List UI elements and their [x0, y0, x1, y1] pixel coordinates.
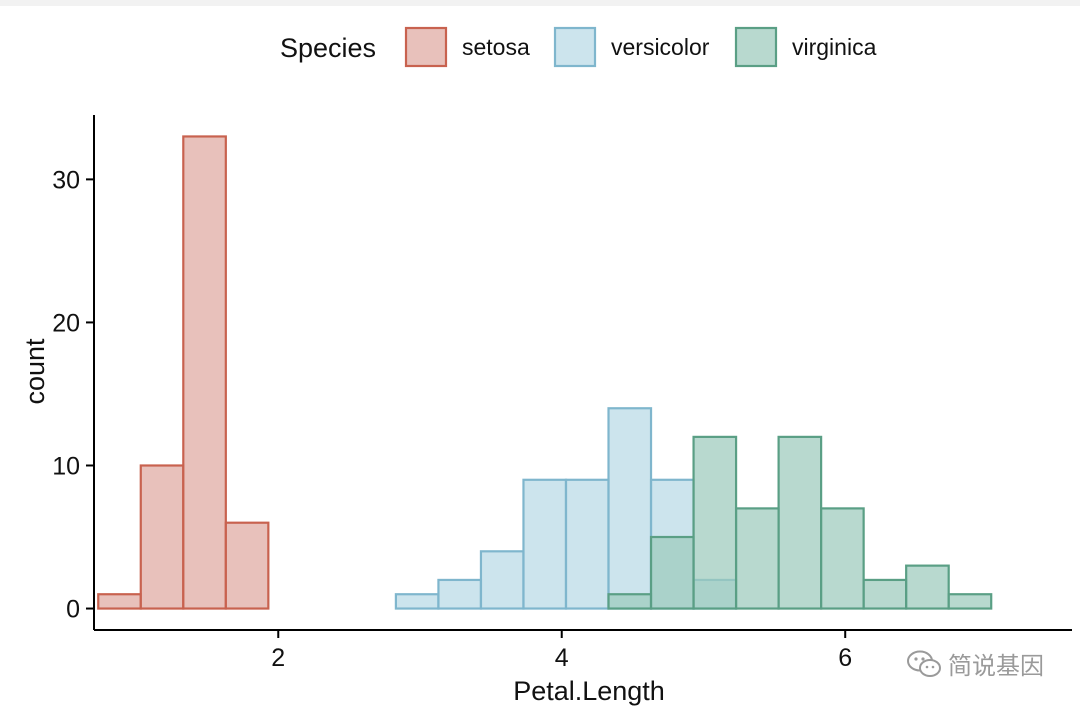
y-tick-label-30: 30 — [52, 166, 80, 194]
bar-virginica-7 — [905, 564, 950, 610]
bar-virginica-1 — [649, 535, 695, 610]
bar-virginica-0 — [607, 593, 653, 610]
y-tick-label-10: 10 — [52, 452, 80, 480]
legend-label-setosa: setosa — [462, 34, 530, 60]
series-setosa — [97, 135, 270, 610]
y-tick-label-0: 0 — [66, 596, 80, 624]
axes: 0 10 20 30 2 4 6 — [52, 115, 1072, 672]
bar-setosa-3 — [224, 521, 270, 610]
bar-versicolor-1 — [437, 578, 483, 610]
y-tick-label-20: 20 — [52, 309, 80, 337]
bar-virginica-4 — [777, 435, 823, 610]
bars-layer — [97, 135, 993, 610]
x-tick-label-2: 2 — [271, 644, 285, 672]
x-axis-title: Petal.Length — [513, 676, 665, 706]
bar-versicolor-2 — [479, 550, 525, 610]
legend-title: Species — [280, 33, 376, 63]
legend-label-versicolor: versicolor — [611, 34, 710, 60]
bar-virginica-8 — [947, 593, 993, 610]
legend-key-versicolor — [553, 26, 597, 68]
legend-key-virginica — [734, 26, 778, 68]
legend: Species setosa versicolor virginica — [280, 26, 877, 68]
y-axis-title: count — [20, 338, 50, 405]
bar-versicolor-3 — [522, 478, 568, 610]
bar-versicolor-5 — [607, 407, 653, 610]
x-tick-label-4: 4 — [555, 644, 569, 672]
bar-versicolor-0 — [394, 593, 440, 610]
watermark: 简说基因 — [906, 646, 1044, 681]
series-versicolor — [394, 407, 738, 610]
top-bar — [0, 0, 1080, 6]
bar-virginica-6 — [862, 578, 908, 610]
watermark-text: 简说基因 — [948, 652, 1044, 680]
series-virginica — [607, 435, 993, 610]
bar-setosa-2 — [182, 135, 227, 610]
legend-key-setosa — [404, 26, 448, 68]
legend-label-virginica: virginica — [792, 34, 877, 60]
bar-versicolor-4 — [564, 478, 610, 610]
x-tick-label-6: 6 — [838, 644, 852, 672]
bar-virginica-2 — [692, 435, 738, 610]
bar-setosa-0 — [97, 593, 142, 610]
bar-setosa-1 — [139, 464, 185, 610]
wechat-icon — [907, 650, 941, 677]
bar-virginica-5 — [820, 507, 865, 610]
bar-virginica-3 — [734, 507, 780, 610]
